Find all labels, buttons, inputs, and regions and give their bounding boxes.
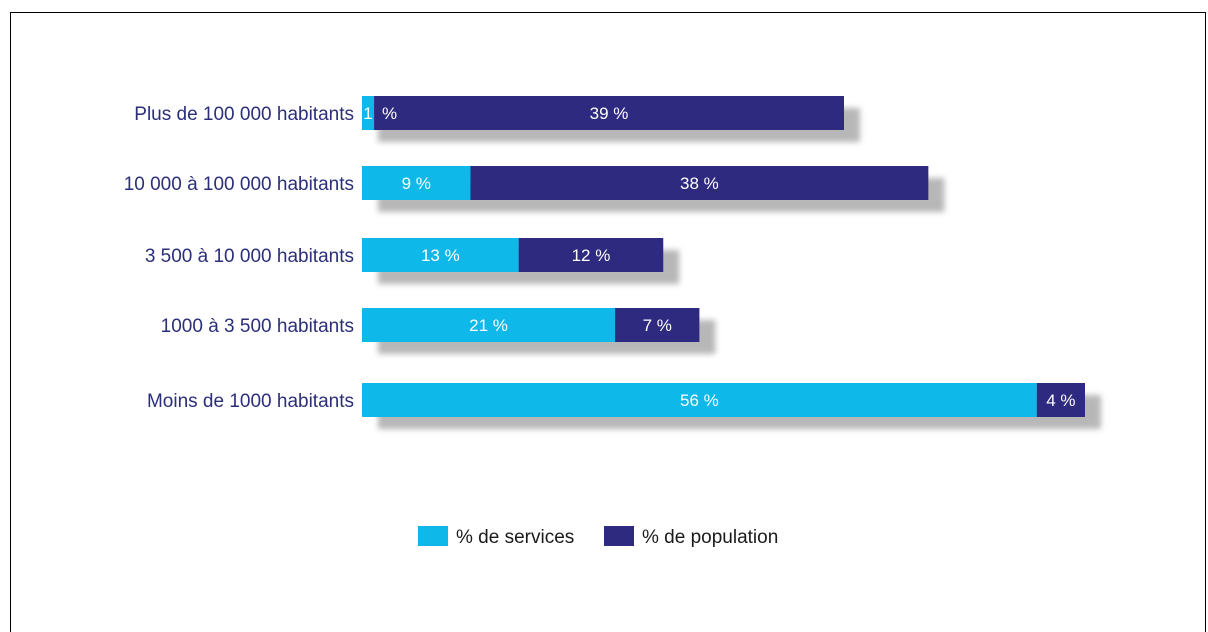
bar-services — [362, 308, 616, 342]
bar-services-value-label: 9 % — [402, 174, 431, 193]
bar-population — [615, 308, 700, 342]
legend-label-population: % de population — [642, 527, 778, 548]
bar-population — [470, 166, 929, 200]
bar-population — [1036, 383, 1085, 417]
bar-services-value-label: 56 % — [680, 391, 719, 410]
bar-population-value-label: 39 % — [590, 104, 629, 123]
bar-population-value-label: 4 % — [1046, 391, 1075, 410]
category-labels: Plus de 100 000 habitants 10 000 à 100 00… — [124, 104, 354, 412]
bars-group: 1 39 %% 9 % 38 % 13 % 12 % 21 % 7 % 56 % 4 % — [362, 96, 1085, 417]
bar-services-value-label: 1 — [363, 104, 372, 123]
category-label: 3 500 à 10 000 habitants — [145, 246, 354, 267]
bar-services-value-label-suffix: % — [382, 104, 397, 123]
bar-services — [362, 166, 471, 200]
chart-frame — [10, 12, 1206, 632]
bar-population-value-label: 7 % — [643, 316, 672, 335]
legend: % de services % de population — [418, 526, 778, 548]
bar-services — [362, 96, 375, 130]
category-label: Plus de 100 000 habitants — [134, 104, 354, 125]
legend-label-services: % de services — [456, 527, 574, 548]
bar-population-value-label: 12 % — [572, 246, 611, 265]
legend-swatch-population — [604, 526, 634, 546]
bar-services-value-label: 21 % — [469, 316, 508, 335]
stacked-bar-chart: 1 39 %% 9 % 38 % 13 % 12 % 21 % 7 % 56 % 4 % Plus… — [124, 96, 1101, 548]
bar-population — [518, 238, 664, 272]
category-label: 1000 à 3 500 habitants — [161, 316, 354, 337]
category-label: Moins de 1000 habitants — [147, 391, 354, 412]
bar-population — [374, 96, 844, 130]
bar-services-value-label: 13 % — [421, 246, 460, 265]
legend-swatch-services — [418, 526, 448, 546]
bar-services — [362, 383, 1037, 417]
bar-services — [362, 238, 519, 272]
category-label: 10 000 à 100 000 habitants — [124, 174, 354, 195]
bar-population-value-label: 38 % — [680, 174, 719, 193]
